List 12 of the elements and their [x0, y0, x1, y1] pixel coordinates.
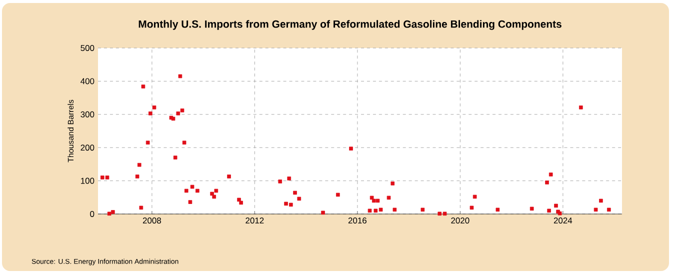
y-tick-label: 100: [81, 178, 94, 184]
y-tick-label: 500: [80, 45, 94, 51]
y-tick-label: 400: [80, 78, 94, 84]
x-tick-label: 2008: [142, 218, 161, 224]
y-tick-label: 200: [80, 144, 94, 151]
y-tick-label: 300: [80, 111, 94, 118]
x-tick-label: 2016: [348, 218, 366, 224]
y-tick-label: 0: [90, 211, 94, 217]
x-tick-label: 2024: [554, 218, 572, 224]
x-tick-label: 2020: [451, 218, 470, 224]
x-tick-label: 2012: [246, 218, 264, 224]
chart-title: Monthly U.S. Imports from Germany of Reformulated Gasoline Blending Components: [138, 20, 562, 30]
